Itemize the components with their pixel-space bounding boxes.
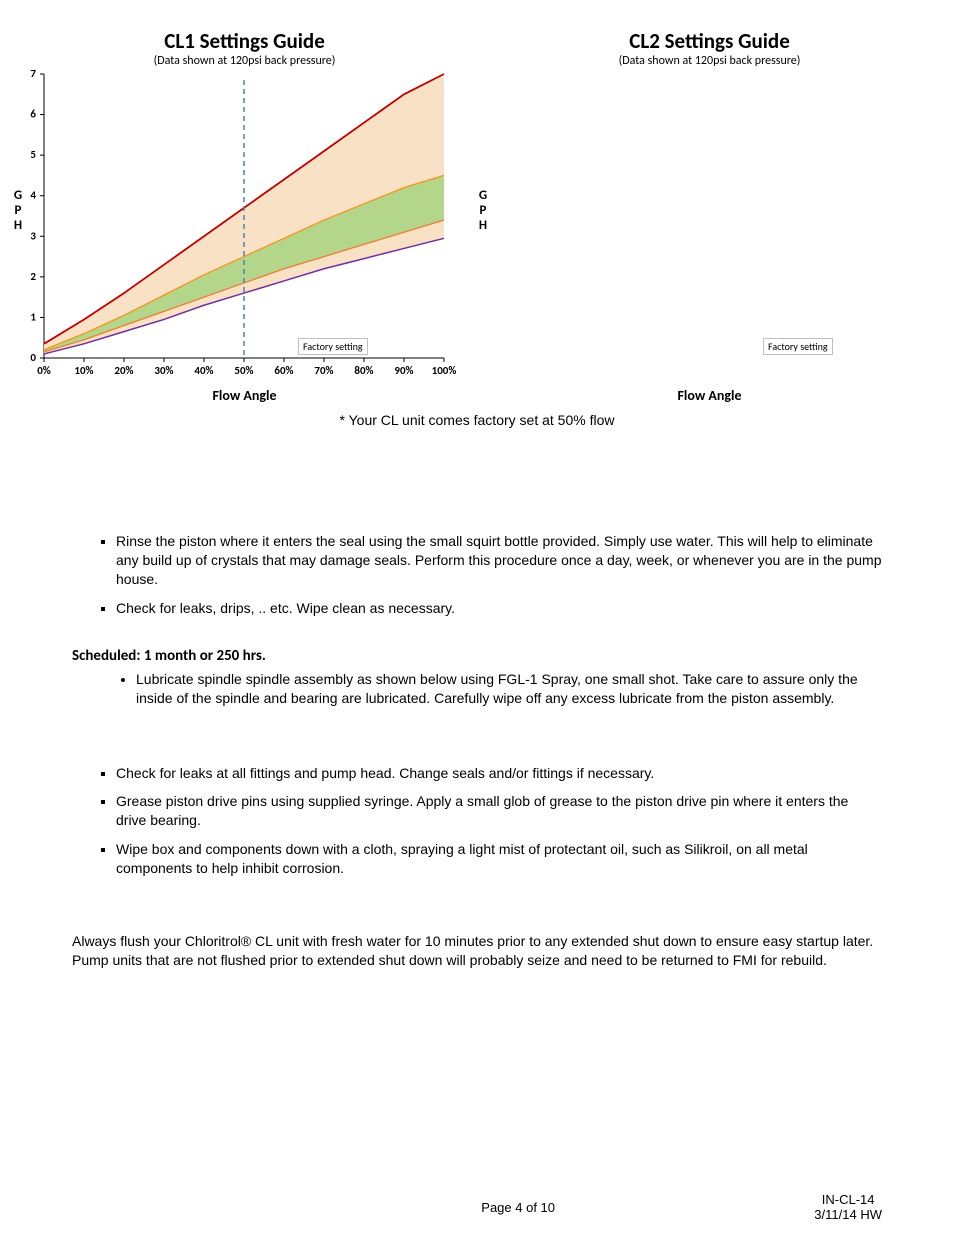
svg-text:100%: 100% [432,364,456,377]
footer-date: 3/11/14 HW [814,1207,882,1223]
page: GPH CL1 Settings Guide (Data shown at 12… [0,0,954,1235]
svg-text:4: 4 [30,189,36,202]
footer-page: Page 4 of 10 [481,1200,555,1215]
svg-text:5: 5 [30,148,36,161]
svg-text:2: 2 [30,270,36,283]
svg-text:6: 6 [30,108,36,121]
scheduled-list: Lubricate spindle spindle assembly as sh… [72,670,882,708]
svg-text:40%: 40% [194,364,213,377]
chart-title-cl1: CL1 Settings Guide [16,28,473,54]
list-item: Rinse the piston where it enters the sea… [116,532,882,589]
flush-paragraph: Always flush your Chloritrol® CL unit wi… [72,932,882,970]
svg-text:10%: 10% [74,364,93,377]
x-axis-label-cl1: Flow Angle [16,387,473,404]
chart-subtitle-cl2: (Data shown at 120psi back pressure) [481,54,938,68]
list-item: Check for leaks, drips, .. etc. Wipe cle… [116,599,882,618]
svg-text:7: 7 [30,70,36,80]
svg-text:60%: 60% [274,364,293,377]
list-item: Grease piston drive pins using supplied … [116,792,882,830]
factory-setting-label-cl1: Factory setting [298,338,368,355]
chart-cl2: GPH CL2 Settings Guide (Data shown at 12… [481,28,938,404]
content: Rinse the piston where it enters the sea… [0,532,954,970]
footer-doc: IN-CL-14 [814,1192,882,1208]
svg-text:1: 1 [30,310,36,323]
chart-svg-cl1: 012345670%10%20%30%40%50%60%70%80%90%100… [16,70,456,380]
svg-text:90%: 90% [394,364,413,377]
footer-right: IN-CL-14 3/11/14 HW [814,1192,882,1223]
svg-text:0%: 0% [37,364,51,377]
svg-text:0: 0 [30,351,36,364]
footer: Page 4 of 10 IN-CL-14 3/11/14 HW [0,1192,954,1223]
chart-cl1: GPH CL1 Settings Guide (Data shown at 12… [16,28,473,404]
scheduled-bullet: Lubricate spindle spindle assembly as sh… [136,670,882,708]
chart-subtitle-cl1: (Data shown at 120psi back pressure) [16,54,473,68]
bullets-mid: Check for leaks at all fittings and pump… [72,764,882,878]
x-axis-label-cl2: Flow Angle [481,387,938,404]
factory-setting-label-cl2: Factory setting [763,338,833,355]
scheduled-heading: Scheduled: 1 month or 250 hrs. [72,646,882,666]
bullets-top: Rinse the piston where it enters the sea… [72,532,882,618]
svg-text:30%: 30% [154,364,173,377]
svg-text:80%: 80% [354,364,373,377]
list-item: Wipe box and components down with a clot… [116,840,882,878]
svg-text:3: 3 [30,229,36,242]
charts-row: GPH CL1 Settings Guide (Data shown at 12… [0,0,954,404]
svg-text:70%: 70% [314,364,333,377]
chart-title-cl2: CL2 Settings Guide [481,28,938,54]
factory-caption: * Your CL unit comes factory set at 50% … [0,412,954,428]
list-item: Check for leaks at all fittings and pump… [116,764,882,783]
svg-text:20%: 20% [114,364,133,377]
svg-text:50%: 50% [234,364,253,377]
chart-svg-cl2 [481,70,921,380]
